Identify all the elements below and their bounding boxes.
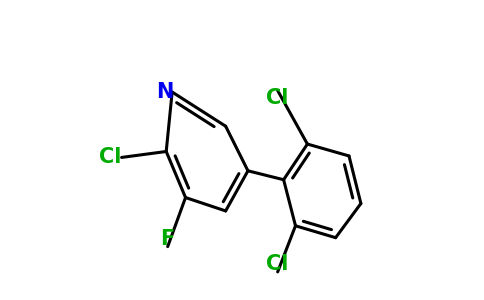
Text: Cl: Cl [99, 147, 121, 167]
Text: Cl: Cl [267, 254, 289, 274]
Text: F: F [161, 229, 175, 249]
Text: Cl: Cl [267, 88, 289, 108]
Text: N: N [156, 82, 173, 102]
